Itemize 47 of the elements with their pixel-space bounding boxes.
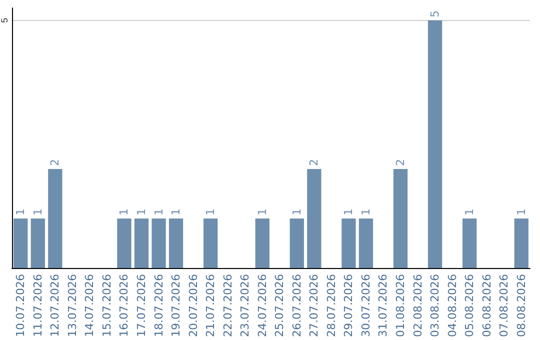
- x-tick-label: 12.07.2026: [48, 274, 62, 338]
- x-tick-label: 30.07.2026: [359, 274, 372, 338]
- x-tick-label: 13.07.2026: [66, 274, 79, 338]
- x-tick-label: 31.07.2026: [376, 274, 390, 338]
- x-tick-label: 25.07.2026: [273, 274, 286, 338]
- x-tick-label: 28.07.2026: [324, 274, 338, 338]
- data-label: 1: [152, 208, 166, 216]
- x-tick-label: 10.07.2026: [14, 274, 28, 338]
- data-label: 1: [204, 208, 218, 216]
- data-label: 2: [394, 158, 407, 166]
- data-label: 1: [14, 208, 28, 216]
- x-tick-label: 26.07.2026: [290, 274, 304, 338]
- data-label: 1: [514, 208, 528, 216]
- data-label: 1: [31, 208, 44, 216]
- data-label: 1: [135, 208, 148, 216]
- x-tick-label: 06.08.2026: [480, 274, 494, 338]
- x-tick-label: 29.07.2026: [342, 274, 356, 338]
- x-tick-label: 03.08.2026: [428, 274, 442, 338]
- data-label: 2: [308, 158, 321, 166]
- x-tick-label: 21.07.2026: [204, 274, 218, 338]
- x-tick-label: 27.07.2026: [308, 274, 321, 338]
- x-tick-label: 22.07.2026: [221, 274, 234, 338]
- data-label: 1: [463, 208, 476, 216]
- data-label: 5: [428, 10, 442, 18]
- x-tick-label: 07.08.2026: [498, 274, 511, 338]
- x-tick-label: 24.07.2026: [256, 274, 269, 338]
- x-tick-label: 05.08.2026: [463, 274, 476, 338]
- x-tick-label: 19.07.2026: [170, 274, 183, 338]
- x-tick-label: 20.07.2026: [186, 274, 200, 338]
- data-label: 1: [118, 208, 131, 216]
- data-label: 1: [290, 208, 304, 216]
- data-label: 2: [48, 158, 62, 166]
- x-tick-label: 11.07.2026: [31, 274, 44, 338]
- data-label: 1: [256, 208, 269, 216]
- x-tick-label: 15.07.2026: [100, 274, 114, 338]
- x-tick-label: 14.07.2026: [83, 274, 96, 338]
- x-tick-label: 23.07.2026: [238, 274, 252, 338]
- x-tick-label: 04.08.2026: [446, 274, 459, 338]
- x-tick-label: 01.08.2026: [394, 274, 407, 338]
- data-label: 1: [359, 208, 372, 216]
- data-label: 1: [170, 208, 183, 216]
- x-tick-label: 18.07.2026: [152, 274, 166, 338]
- x-tick-label: 16.07.2026: [118, 274, 131, 338]
- x-tick-label: 08.08.2026: [514, 274, 528, 338]
- data-label: 1: [342, 208, 356, 216]
- x-tick-label: 17.07.2026: [135, 274, 148, 338]
- x-tick-label: 02.08.2026: [411, 274, 424, 338]
